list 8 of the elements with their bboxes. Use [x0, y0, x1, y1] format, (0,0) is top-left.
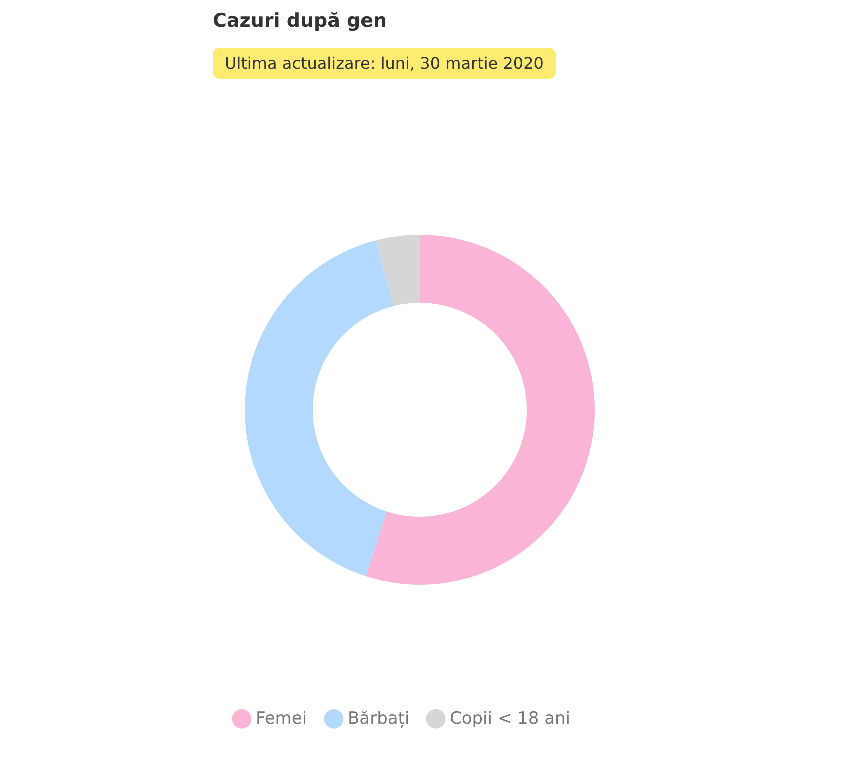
- legend-label: Bărbați: [348, 709, 410, 730]
- chart-subtitle: Ultima actualizare: luni, 30 martie 2020: [213, 48, 556, 79]
- legend-label: Femei: [256, 709, 308, 730]
- donut-slice: [376, 235, 420, 306]
- legend-label: Copii < 18 ani: [450, 709, 571, 730]
- chart-title: Cazuri după gen: [213, 10, 388, 32]
- donut-slice: [366, 235, 595, 585]
- donut-slice: [245, 240, 394, 576]
